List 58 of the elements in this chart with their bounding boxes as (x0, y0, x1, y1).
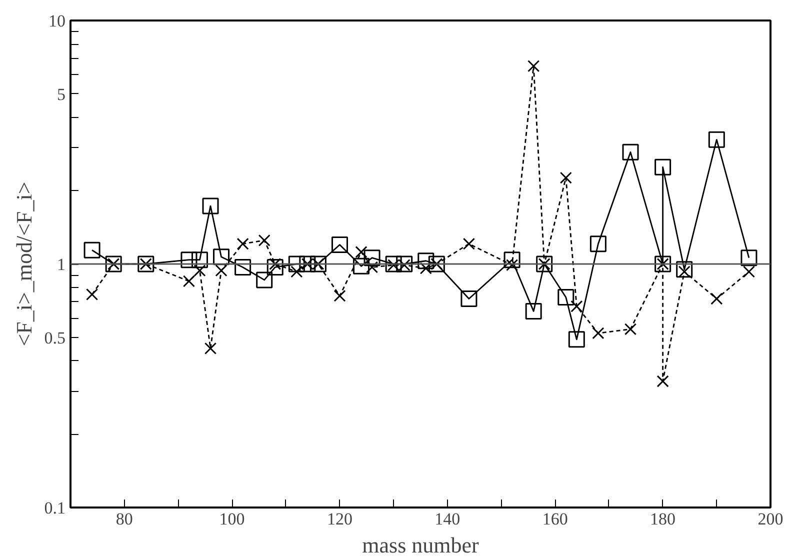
y-tick-label: 0.1 (44, 498, 66, 518)
x-tick-label: 100 (219, 510, 245, 528)
point (236, 238, 249, 250)
point (504, 252, 520, 268)
point (418, 252, 434, 270)
point (676, 261, 693, 278)
point (355, 246, 368, 258)
point (364, 250, 380, 266)
point (366, 261, 378, 274)
point (592, 327, 604, 340)
point (708, 131, 725, 148)
point (570, 300, 583, 312)
point (86, 288, 98, 300)
point (334, 290, 346, 302)
x-axis-title: mass number (362, 532, 480, 558)
point (558, 289, 574, 306)
y-tick-label: 0.5 (44, 328, 66, 348)
x-tick-label: 160 (542, 510, 568, 528)
point (290, 266, 303, 278)
point (740, 250, 758, 266)
point (182, 275, 196, 288)
point (624, 323, 637, 336)
y-tick-label: 5 (57, 84, 66, 104)
point (331, 236, 348, 253)
point (256, 272, 273, 288)
point (180, 252, 198, 268)
point (742, 266, 756, 278)
point (266, 258, 284, 276)
point (258, 234, 270, 246)
point (568, 331, 585, 348)
point (215, 264, 228, 277)
y-axis-title: <F_i>_mod/<F_i> (11, 182, 36, 346)
x-tick-label: 120 (326, 510, 352, 528)
point (710, 292, 723, 305)
point (204, 342, 217, 354)
point (191, 252, 208, 268)
point (234, 258, 252, 276)
y-tick-label: 1 (57, 255, 66, 274)
point (194, 264, 206, 277)
point (656, 375, 669, 388)
point (84, 242, 100, 258)
point (202, 198, 219, 214)
point (622, 144, 639, 160)
point (420, 262, 432, 274)
point (528, 60, 540, 72)
x-tick-label: 140 (434, 510, 460, 528)
point (560, 172, 572, 184)
point (460, 290, 478, 307)
x-tick-label: 80 (116, 510, 133, 528)
point (654, 158, 672, 176)
point (525, 302, 542, 320)
y-tick-label: 10 (48, 12, 66, 30)
point (462, 238, 476, 250)
x-tick-label: 200 (758, 510, 784, 528)
point (288, 256, 305, 272)
point (353, 258, 370, 274)
point (590, 236, 606, 252)
x-tick-label: 180 (650, 510, 676, 528)
